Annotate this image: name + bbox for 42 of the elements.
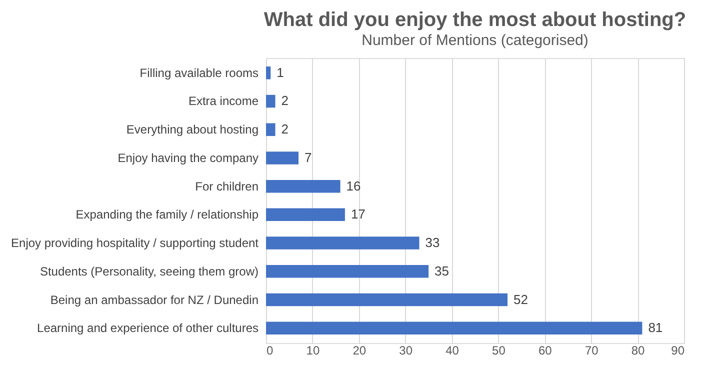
- x-tick-label: 70: [584, 344, 599, 358]
- bar: [266, 208, 345, 222]
- x-tick-label: 60: [538, 344, 552, 358]
- y-tick-label: Enjoy providing hospitality / supporting student: [11, 236, 260, 250]
- bar: [266, 322, 642, 334]
- bar: [266, 94, 276, 108]
- data-label: 2: [281, 93, 289, 108]
- bar: [266, 66, 271, 80]
- y-tick-label: Extra income: [188, 94, 259, 108]
- x-tick-label: 40: [446, 344, 460, 358]
- x-tick-label: 10: [306, 344, 320, 358]
- chart-title: What did you enjoy the most about hosting?: [264, 9, 686, 31]
- x-tick-label: 30: [399, 344, 413, 358]
- chart-subtitle: Number of Mentions (categorised): [362, 32, 588, 49]
- y-tick-label: Students (Personality, seeing them grow): [40, 264, 258, 278]
- y-tick-label: Everything about hosting: [126, 122, 258, 137]
- data-label: 2: [281, 122, 289, 137]
- x-tick-label: 90: [671, 344, 685, 358]
- data-label: 17: [350, 206, 366, 222]
- data-label: 33: [425, 235, 440, 250]
- bar: [266, 123, 276, 136]
- y-tick-label: Learning and experience of other cultures: [37, 321, 258, 336]
- y-tick-label: Filling available rooms: [140, 66, 258, 80]
- y-tick-label: Expanding the family / relationship: [76, 208, 259, 222]
- bar: [266, 152, 299, 164]
- y-tick-label: For children: [195, 179, 258, 194]
- x-tick-label: 50: [492, 344, 506, 358]
- data-label: 7: [304, 150, 312, 165]
- data-label: 16: [346, 178, 361, 194]
- bar: [266, 236, 420, 250]
- bar: [266, 265, 429, 278]
- y-tick-label: Enjoy having the company: [118, 150, 258, 165]
- x-tick-label: 80: [631, 344, 646, 358]
- data-label: 35: [434, 263, 450, 278]
- y-tick-label: Being an ambassador for NZ / Dunedin: [50, 292, 258, 307]
- data-label: 81: [648, 320, 663, 336]
- x-tick-label: 20: [352, 344, 366, 358]
- bar: [266, 180, 340, 193]
- data-label: 1: [276, 64, 284, 80]
- data-label: 52: [514, 292, 528, 307]
- bar: [266, 293, 508, 306]
- x-tick-label: 0: [266, 344, 274, 358]
